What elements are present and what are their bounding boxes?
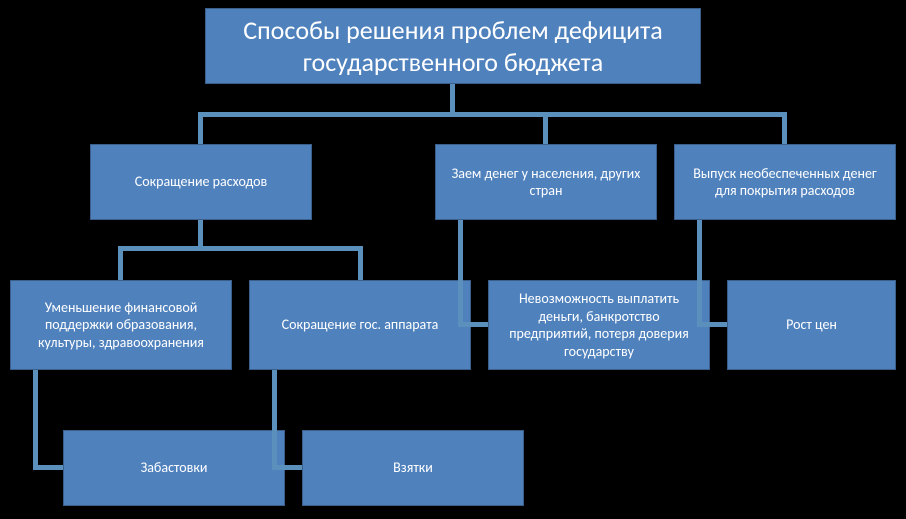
edge-l2a-v [33, 370, 38, 468]
node-l3b: Взятки [302, 430, 524, 506]
node-l2c: Невозможность выплатить деньги, банкротс… [488, 280, 710, 370]
node-l1a: Сокращение расходов [90, 144, 312, 220]
node-l1c: Выпуск необеспеченных денег для покрытия… [674, 144, 896, 220]
edge-l2b-h [272, 465, 302, 470]
edge-root-stub [450, 84, 455, 114]
edge-l1c-h [697, 322, 727, 327]
edge-l1c-v [697, 220, 702, 325]
node-l3a: Забастовки [63, 430, 285, 506]
edge-l1b-v [458, 220, 463, 325]
edge-l1a-l2a [118, 246, 123, 280]
edge-l1a-hbar [118, 246, 363, 251]
edge-l2b-v [272, 370, 277, 468]
node-l2a: Уменьшение финансовой поддержки образова… [10, 280, 232, 370]
edge-root-l1c [782, 112, 787, 144]
edge-l1a-l2b [358, 246, 363, 280]
edge-l1b-h [458, 322, 488, 327]
node-l2b: Сокращение гос. аппарата [249, 280, 471, 370]
node-l2d: Рост цен [727, 280, 896, 370]
node-l1b: Заем денег у населения, других стран [435, 144, 657, 220]
node-root: Способы решения проблем дефицита государ… [205, 8, 701, 84]
edge-l1a-stub [198, 220, 203, 248]
edge-root-l1b [543, 112, 548, 144]
edge-root-hbar [198, 112, 787, 117]
edge-l2a-h [33, 465, 63, 470]
edge-root-l1a [198, 112, 203, 144]
